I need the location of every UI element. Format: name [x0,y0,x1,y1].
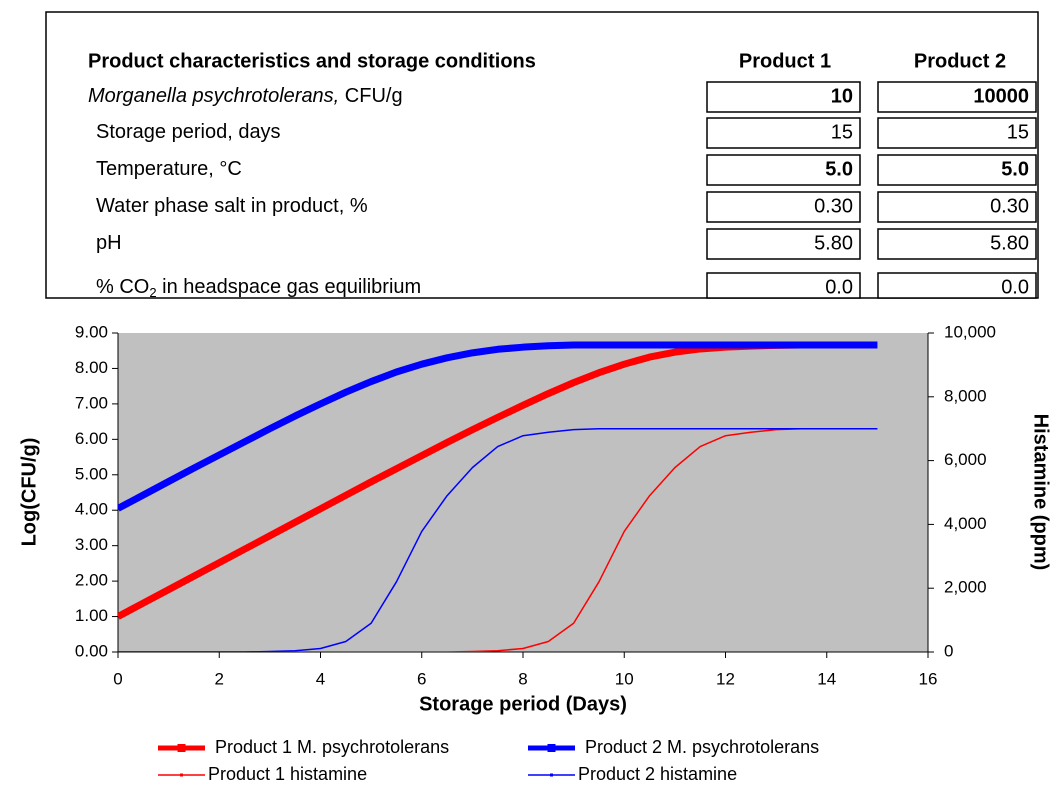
y2-tick-label: 8,000 [944,386,987,405]
value-cell [877,228,1037,260]
label-part: Water phase salt in product, % [96,195,368,217]
x-tick-label: 16 [919,669,938,688]
x-tick-label: 12 [716,669,735,688]
table-header: Product characteristics and storage cond… [88,50,536,72]
product-header: Product 2 [914,50,1006,72]
x-tick-label: 6 [417,669,426,688]
y2-tick-label: 10,000 [944,322,996,341]
y-tick-label: 8.00 [75,358,108,377]
x-tick-label: 2 [215,669,224,688]
y-tick-label: 6.00 [75,429,108,448]
y2-tick-label: 2,000 [944,578,987,597]
legend-marker [550,773,553,777]
value-cell [877,272,1037,299]
value: 0.30 [814,195,853,217]
x-tick-label: 8 [518,669,527,688]
value-cell [706,117,861,149]
plot-area [118,333,928,652]
value-cell [706,191,861,223]
value-cell [706,154,861,186]
value: 15 [1007,121,1029,143]
row-label: Temperature, °C [96,158,242,180]
row-label: Morganella psychrotolerans, CFU/g [88,85,403,107]
value: 0.0 [825,276,853,298]
y-tick-label: 9.00 [75,322,108,341]
value-cell [877,154,1037,186]
x-tick-label: 0 [113,669,122,688]
row-label: pH [96,232,122,254]
label-part: Morganella psychrotolerans, [88,85,339,107]
value-cell [706,272,861,299]
label-part: Temperature, °C [96,158,242,180]
legend-marker [177,744,186,752]
y-tick-label: 5.00 [75,464,108,483]
y2-tick-label: 0 [944,641,953,660]
y-tick-label: 4.00 [75,500,108,519]
y-tick-label: 0.00 [75,641,108,660]
label-part: in headspace gas equilibrium [157,276,422,298]
y2-tick-label: 6,000 [944,450,987,469]
series-line [118,427,878,652]
y-tick-label: 2.00 [75,571,108,590]
label-part: 2 [149,285,156,300]
value: 0.30 [990,195,1029,217]
series-line [118,341,878,512]
y2-axis-title: Histamine (ppm) [1030,414,1052,571]
value-cell [706,81,861,113]
row-label: Water phase salt in product, % [96,195,368,217]
y-axis-title: Log(CFU/g) [18,438,40,547]
series-line [118,427,878,652]
value: 5.80 [814,232,853,254]
y-tick-label: 7.00 [75,393,108,412]
value: 5.0 [825,158,853,180]
y-tick-label: 1.00 [75,606,108,625]
row-label: Storage period, days [96,121,281,143]
legend-label: Product 2 M. psychrotolerans [585,737,819,757]
x-axis-title: Storage period (Days) [419,693,627,715]
legend-label: Product 1 M. psychrotolerans [215,737,449,757]
value: 10 [831,85,853,107]
value: 10000 [973,85,1029,107]
legend-marker [547,744,556,752]
value: 15 [831,121,853,143]
x-tick-label: 14 [817,669,836,688]
x-tick-label: 4 [316,669,325,688]
product-header: Product 1 [739,50,831,72]
label-part: Storage period, days [96,121,281,143]
label-part: pH [96,232,122,254]
value: 5.80 [990,232,1029,254]
value-cell [877,117,1037,149]
y2-tick-label: 4,000 [944,514,987,533]
value: 0.0 [1001,276,1029,298]
x-tick-label: 10 [615,669,634,688]
row-label: % CO2 in headspace gas equilibrium [96,276,421,300]
legend-label: Product 1 histamine [208,764,367,784]
label-part: % CO [96,276,149,298]
label-part: CFU/g [339,85,402,107]
legend-marker [180,773,183,777]
legend-label: Product 2 histamine [578,764,737,784]
y-tick-label: 3.00 [75,535,108,554]
value-cell [877,81,1037,113]
value-cell [706,228,861,260]
input-panel [45,11,1039,299]
value-cell [877,191,1037,223]
value: 5.0 [1001,158,1029,180]
